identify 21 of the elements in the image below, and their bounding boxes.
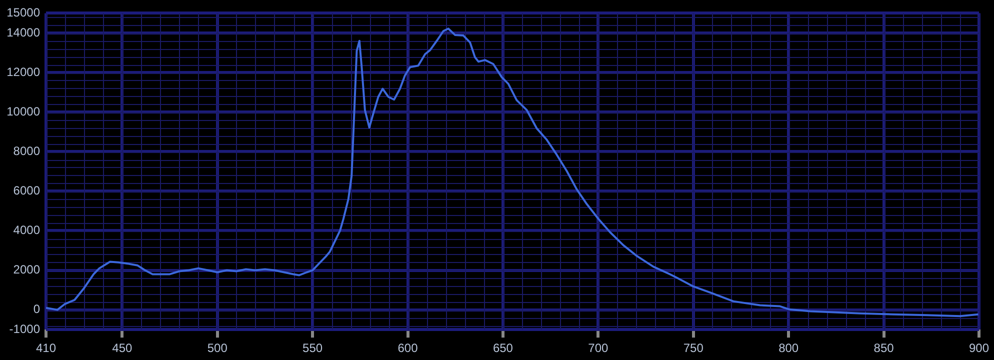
y-tick-label: 12000 <box>6 64 40 79</box>
y-tick-label: 14000 <box>6 25 40 40</box>
y-tick-label: 15000 <box>6 6 40 20</box>
x-tick-label: 450 <box>112 341 132 356</box>
y-tick-label: 2000 <box>13 262 40 277</box>
x-tick-label: 600 <box>398 341 418 356</box>
y-tick-label: 8000 <box>13 144 40 158</box>
x-tick-label: 410 <box>36 341 56 356</box>
x-tick-label: 700 <box>588 341 609 356</box>
x-tick-label: 900 <box>968 341 990 356</box>
x-tick-label: 550 <box>302 341 323 356</box>
y-tick-label: -1000 <box>9 322 40 336</box>
y-tick-label: 0 <box>33 302 40 316</box>
y-tick-label: 6000 <box>13 183 40 198</box>
x-tick-label: 500 <box>207 341 228 356</box>
x-tick-label: 800 <box>778 341 799 356</box>
y-tick-label: 4000 <box>13 223 40 238</box>
y-tick-label: 10000 <box>6 104 40 118</box>
x-tick-label: 750 <box>683 341 704 356</box>
x-tick-label: 850 <box>874 341 894 356</box>
x-tick-label: 650 <box>492 341 514 356</box>
